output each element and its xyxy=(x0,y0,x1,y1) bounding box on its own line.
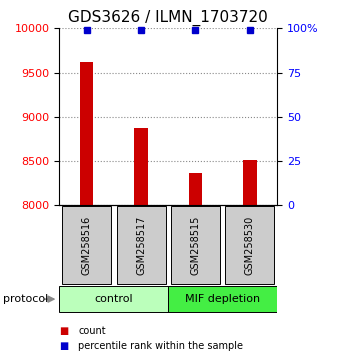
Text: ■: ■ xyxy=(59,326,69,336)
Text: percentile rank within the sample: percentile rank within the sample xyxy=(78,341,243,351)
FancyBboxPatch shape xyxy=(168,286,277,312)
Bar xyxy=(189,173,202,354)
FancyBboxPatch shape xyxy=(59,286,168,312)
Text: MIF depletion: MIF depletion xyxy=(185,293,260,304)
Bar xyxy=(243,160,257,354)
Text: count: count xyxy=(78,326,106,336)
FancyBboxPatch shape xyxy=(117,206,166,284)
Text: GSM258530: GSM258530 xyxy=(245,216,255,275)
Text: GSM258517: GSM258517 xyxy=(136,216,146,275)
Bar xyxy=(80,62,94,354)
Text: control: control xyxy=(95,293,133,304)
FancyBboxPatch shape xyxy=(225,206,274,284)
Title: GDS3626 / ILMN_1703720: GDS3626 / ILMN_1703720 xyxy=(68,9,268,25)
FancyBboxPatch shape xyxy=(62,206,111,284)
Bar xyxy=(134,129,148,354)
Text: ■: ■ xyxy=(59,341,69,351)
Text: GSM258515: GSM258515 xyxy=(190,216,201,275)
Text: GSM258516: GSM258516 xyxy=(82,216,92,275)
Text: protocol: protocol xyxy=(3,294,49,304)
FancyBboxPatch shape xyxy=(171,206,220,284)
